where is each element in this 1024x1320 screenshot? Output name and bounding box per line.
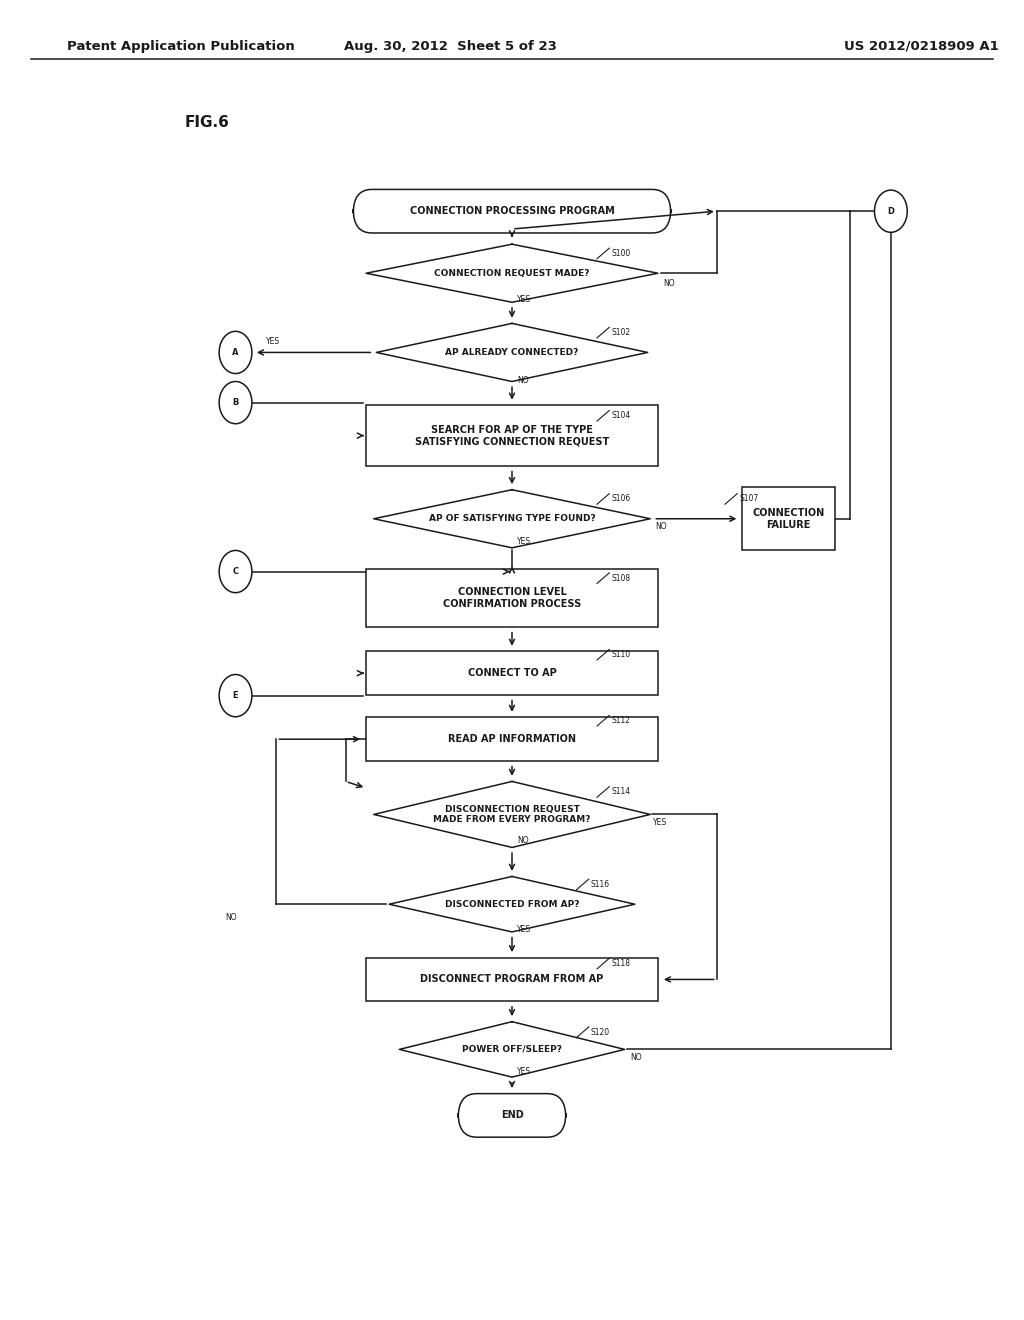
Text: S100: S100 [611,249,631,257]
Text: S112: S112 [611,717,631,725]
Text: NO: NO [664,280,675,288]
Circle shape [219,331,252,374]
Circle shape [219,675,252,717]
Text: S118: S118 [611,960,631,968]
Text: NO: NO [225,913,237,921]
Text: AP ALREADY CONNECTED?: AP ALREADY CONNECTED? [445,348,579,356]
Text: DISCONNECTION REQUEST
MADE FROM EVERY PROGRAM?: DISCONNECTION REQUEST MADE FROM EVERY PR… [433,805,591,824]
Text: END: END [501,1110,523,1121]
Text: D: D [888,207,894,215]
Circle shape [219,381,252,424]
Text: CONNECT TO AP: CONNECT TO AP [468,668,556,678]
Circle shape [874,190,907,232]
Bar [367,718,658,760]
Bar [367,652,658,694]
Text: S110: S110 [611,651,631,659]
Text: NO: NO [630,1053,641,1061]
Text: Aug. 30, 2012  Sheet 5 of 23: Aug. 30, 2012 Sheet 5 of 23 [344,40,557,53]
FancyBboxPatch shape [353,189,671,232]
Text: YES: YES [517,296,531,304]
Text: B: B [232,399,239,407]
Polygon shape [399,1022,625,1077]
Text: YES: YES [266,338,281,346]
Text: S108: S108 [611,574,631,582]
Text: NO: NO [517,837,528,845]
Text: DISCONNECT PROGRAM FROM AP: DISCONNECT PROGRAM FROM AP [421,974,603,985]
Text: SEARCH FOR AP OF THE TYPE
SATISFYING CONNECTION REQUEST: SEARCH FOR AP OF THE TYPE SATISFYING CON… [415,425,609,446]
Text: S120: S120 [591,1028,610,1036]
Text: AP OF SATISFYING TYPE FOUND?: AP OF SATISFYING TYPE FOUND? [429,515,595,523]
Text: Patent Application Publication: Patent Application Publication [67,40,294,53]
Polygon shape [374,490,650,548]
Polygon shape [367,244,657,302]
Text: FIG.6: FIG.6 [184,115,229,131]
Text: CONNECTION REQUEST MADE?: CONNECTION REQUEST MADE? [434,269,590,277]
Text: S114: S114 [611,788,631,796]
Text: YES: YES [517,537,531,545]
Text: CONNECTION PROCESSING PROGRAM: CONNECTION PROCESSING PROGRAM [410,206,614,216]
Text: CONNECTION
FAILURE: CONNECTION FAILURE [753,508,824,529]
Text: POWER OFF/SLEEP?: POWER OFF/SLEEP? [462,1045,562,1053]
Text: YES: YES [517,1068,531,1076]
Bar [367,405,658,466]
Bar [367,958,658,1001]
Text: NO: NO [517,376,528,384]
Text: YES: YES [653,818,668,826]
Text: NO: NO [655,523,667,531]
Text: S107: S107 [739,495,759,503]
Text: S104: S104 [611,412,631,420]
Text: S106: S106 [611,495,631,503]
Bar [742,487,835,550]
Polygon shape [377,323,648,381]
Bar [367,569,658,627]
Polygon shape [389,876,635,932]
Circle shape [219,550,252,593]
Text: A: A [232,348,239,356]
Text: READ AP INFORMATION: READ AP INFORMATION [449,734,575,744]
FancyBboxPatch shape [459,1093,565,1137]
Text: US 2012/0218909 A1: US 2012/0218909 A1 [844,40,999,53]
Text: S102: S102 [611,329,631,337]
Text: CONNECTION LEVEL
CONFIRMATION PROCESS: CONNECTION LEVEL CONFIRMATION PROCESS [442,587,582,609]
Text: YES: YES [517,925,531,933]
Text: S116: S116 [591,880,610,888]
Text: E: E [232,692,239,700]
Text: C: C [232,568,239,576]
Text: DISCONNECTED FROM AP?: DISCONNECTED FROM AP? [444,900,580,908]
Polygon shape [374,781,650,847]
